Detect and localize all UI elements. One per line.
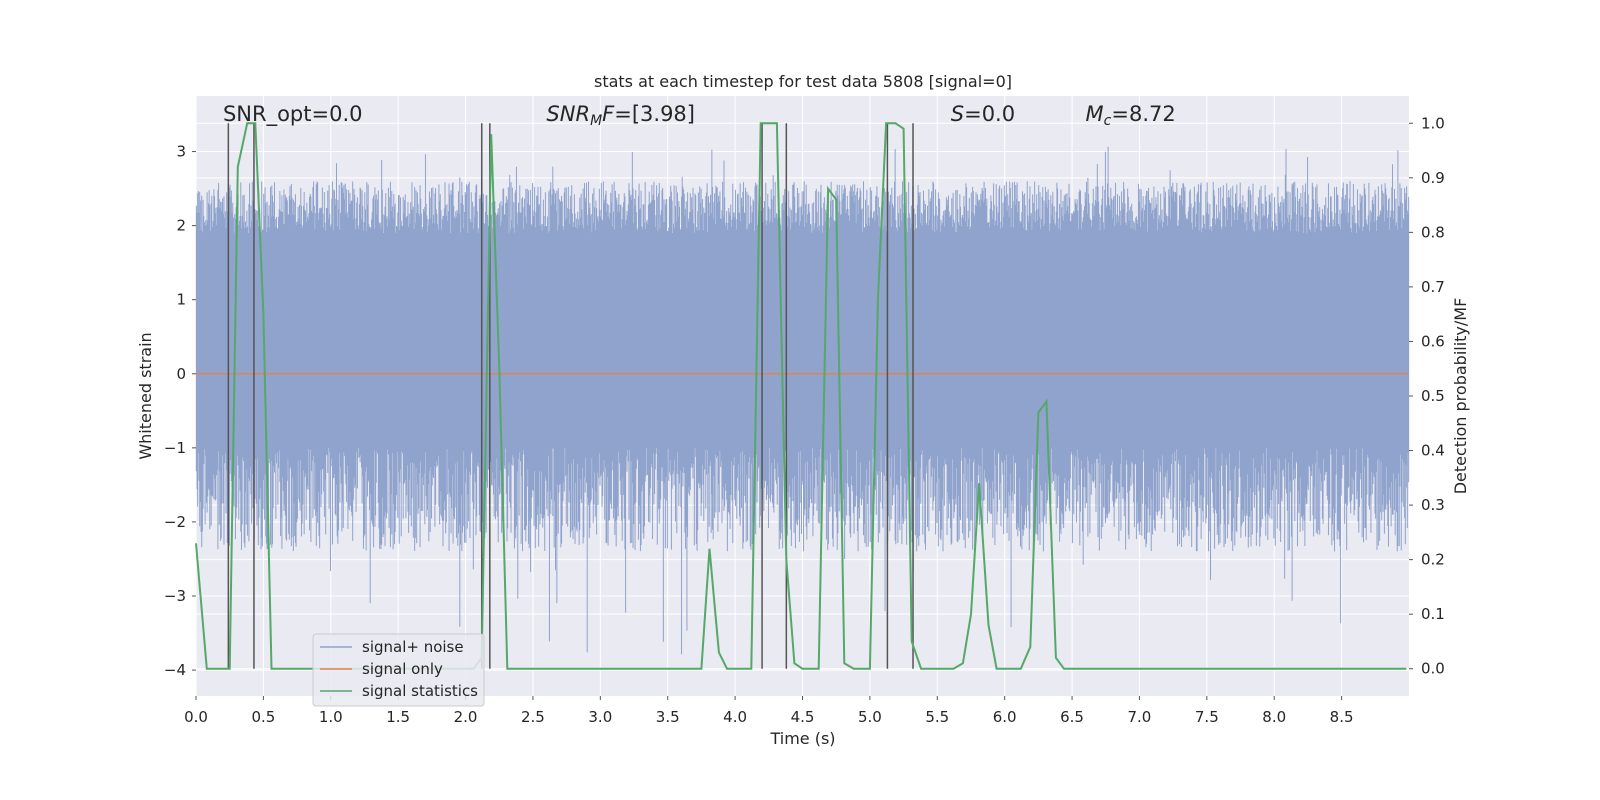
annotation-3: Mc=8.72: [1086, 102, 1176, 129]
x-tick-label-17: 8.5: [1330, 708, 1354, 726]
x-tick-label-7: 3.5: [656, 708, 680, 726]
annotations: SNR_opt=0.0 SNRMF=[3.98] S=0.0 Mc=8.72: [223, 102, 1176, 129]
yr-tick-label-10: 0.0: [1421, 660, 1445, 678]
x-tick-label-3: 1.5: [386, 708, 410, 726]
noise-trace: [195, 146, 1410, 655]
legend-label-signal: signal only: [362, 660, 443, 678]
x-tick-label-8: 4.0: [723, 708, 747, 726]
vertical-markers: [227, 123, 914, 669]
x-tick-label-6: 3.0: [588, 708, 612, 726]
series-signal-noise: [195, 146, 1410, 655]
yl-tick-label-4: −1: [164, 439, 186, 457]
x-axis-ticks: 0.0 0.5 1.0 1.5 2.0 2.5 3.0 3.5 4.0 4.5 5.0 5.5 6.0 6…: [184, 696, 1354, 726]
yl-tick-label-2: 1: [176, 291, 186, 309]
x-tick-label-16: 8.0: [1262, 708, 1286, 726]
yr-tick-label-1: 0.9: [1421, 169, 1445, 187]
yl-tick-label-0: 3: [176, 143, 186, 161]
yr-tick-label-8: 0.2: [1421, 551, 1445, 569]
yr-tick-label-5: 0.5: [1421, 387, 1445, 405]
chart-title: stats at each timestep for test data 580…: [594, 72, 1012, 91]
x-tick-label-11: 5.5: [925, 708, 949, 726]
annotation-1: SNRMF=[3.98]: [546, 102, 695, 129]
x-tick-label-0: 0.0: [184, 708, 208, 726]
x-tick-label-9: 4.5: [791, 708, 815, 726]
yl-tick-label-3: 0: [176, 365, 186, 383]
legend: signal+ noise signal only signal statist…: [312, 633, 485, 707]
x-tick-label-15: 7.5: [1195, 708, 1219, 726]
yr-tick-label-7: 0.3: [1421, 496, 1445, 514]
yr-tick-label-0: 1.0: [1421, 114, 1445, 132]
x-tick-label-5: 2.5: [521, 708, 545, 726]
x-tick-label-12: 6.0: [993, 708, 1017, 726]
x-tick-label-1: 0.5: [251, 708, 275, 726]
yl-tick-label-5: −2: [164, 513, 186, 531]
annotation-2: S=0.0: [951, 102, 1015, 126]
y-right-axis-ticks: 1.0 0.9 0.8 0.7 0.6 0.5 0.4 0.3 0.2 0.1 0.0: [1409, 114, 1445, 678]
x-tick-label-13: 6.5: [1060, 708, 1084, 726]
yr-tick-label-6: 0.4: [1421, 442, 1445, 460]
annotation-0: SNR_opt=0.0: [223, 102, 363, 127]
yl-tick-label-7: −4: [164, 661, 186, 679]
legend-label-noise: signal+ noise: [362, 638, 464, 656]
yl-tick-label-1: 2: [176, 217, 186, 235]
yl-tick-label-6: −3: [164, 587, 186, 605]
x-tick-label-14: 7.0: [1128, 708, 1152, 726]
yr-tick-label-4: 0.6: [1421, 332, 1445, 350]
x-tick-label-4: 2.0: [454, 708, 478, 726]
yr-tick-label-9: 0.1: [1421, 605, 1445, 623]
x-tick-label-2: 1.0: [319, 708, 343, 726]
y-left-axis-label: Whitened strain: [136, 332, 155, 459]
y-left-axis-ticks: 3 2 1 0 −1 −2 −3 −4: [164, 143, 196, 679]
x-tick-label-10: 5.0: [858, 708, 882, 726]
yr-tick-label-3: 0.7: [1421, 278, 1445, 296]
x-axis-label: Time (s): [769, 729, 835, 748]
yr-tick-label-2: 0.8: [1421, 223, 1445, 241]
legend-box: [312, 633, 485, 707]
legend-label-stats: signal statistics: [362, 682, 478, 700]
y-right-axis-label: Detection probability/MF: [1451, 298, 1470, 495]
